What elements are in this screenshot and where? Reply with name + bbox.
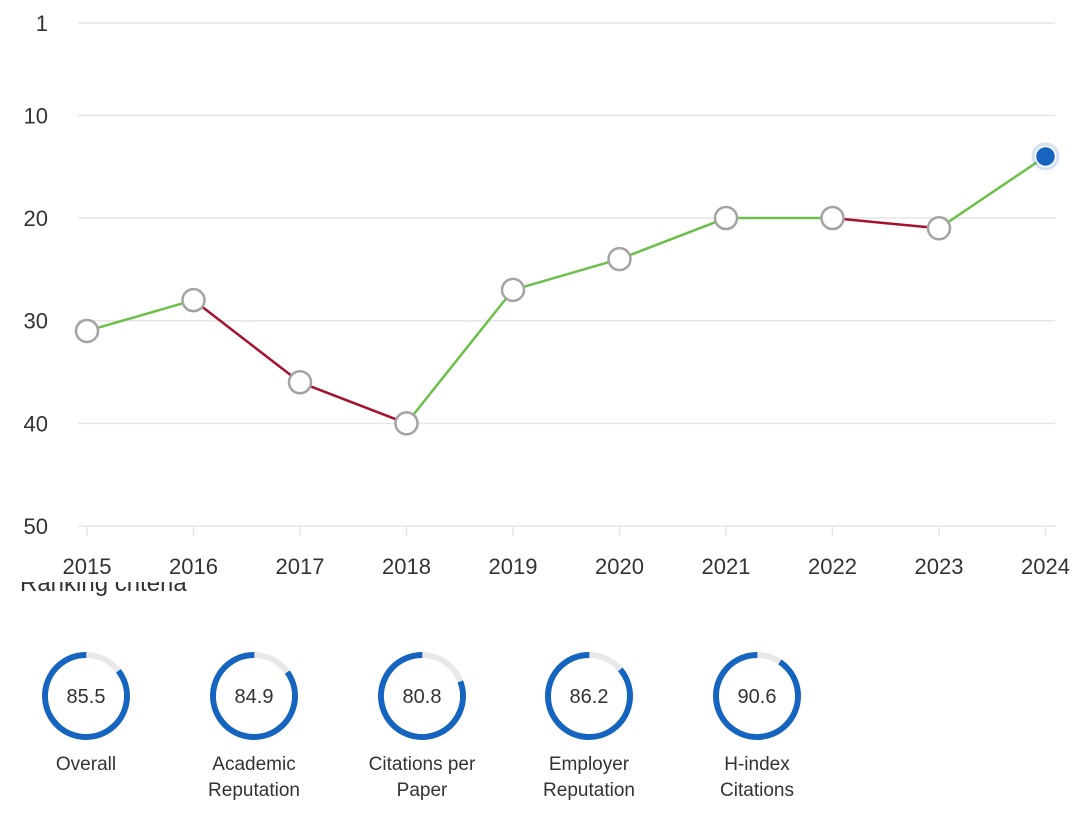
criterion-label-line: Paper — [396, 780, 448, 801]
criterion-label-line: Citations per — [368, 754, 476, 775]
criterion-score: 80.8 — [403, 686, 442, 708]
criterion-label-line: Academic — [212, 754, 296, 775]
criterion-academic-reputation: 84.9 Academic Reputation — [169, 650, 339, 804]
ranking-criteria-heading: Ranking criteria — [20, 570, 187, 597]
x-tick-label: 2024 — [1021, 554, 1070, 579]
rank-segment-improve — [85, 298, 195, 333]
y-tick-label: 10 — [24, 103, 48, 128]
criterion-label-line: H-index — [724, 754, 790, 775]
rank-point-active[interactable] — [1034, 145, 1057, 168]
rank-series-line — [85, 155, 1047, 425]
rank-segment-decline — [192, 298, 302, 384]
x-tick-label: 2023 — [915, 554, 964, 579]
ranking-criteria-list: 85.5 Overall 84.9 Academic Reputation 80… — [0, 650, 1080, 815]
rank-point[interactable] — [181, 287, 206, 313]
criterion-citations-per-paper: 80.8 Citations per Paper — [337, 650, 507, 804]
rank-point[interactable] — [74, 318, 100, 344]
rank-point[interactable] — [500, 277, 526, 303]
criterion-overall: 85.5 Overall — [1, 650, 171, 778]
score-ring-icon: 80.8 — [378, 652, 466, 740]
rank-point[interactable] — [394, 411, 419, 436]
rank-point[interactable] — [926, 216, 952, 241]
score-ring-icon: 90.6 — [713, 652, 801, 740]
x-tick-label: 2017 — [276, 554, 325, 579]
y-tick-label: 20 — [24, 206, 48, 231]
x-tick-label: 2016 — [169, 554, 218, 579]
criterion-score: 90.6 — [738, 686, 777, 708]
rank-segment-improve — [511, 257, 621, 292]
criterion-label: Overall — [1, 752, 171, 778]
rank-segment-improve — [937, 155, 1047, 230]
criterion-score: 86.2 — [570, 686, 609, 708]
x-axis: 2015 2016 2017 2018 2019 2020 2021 2022 2023 2024 — [63, 526, 1070, 579]
criterion-employer-reputation: 86.2 Employer Reputation — [504, 650, 674, 804]
criterion-score: 85.5 — [67, 686, 106, 708]
rank-segment-decline — [298, 381, 408, 425]
x-tick-label: 2018 — [382, 554, 431, 579]
criterion-label-line: Overall — [55, 754, 117, 775]
rank-segment-improve — [405, 288, 515, 425]
x-tick-label: 2015 — [63, 554, 112, 579]
y-tick-label: 50 — [24, 514, 48, 539]
x-tick-label: 2022 — [808, 554, 857, 579]
score-ring-icon: 85.5 — [42, 652, 130, 740]
y-axis-ticks: 1 10 20 30 40 50 — [24, 11, 48, 539]
criterion-label-line: Employer — [548, 754, 630, 775]
criterion-label: Citations per Paper — [337, 752, 507, 804]
rank-point[interactable] — [607, 246, 632, 272]
ranking-line-chart: 1 10 20 30 40 50 2015 2016 2017 2018 2019 2020 2021… — [24, 11, 1070, 579]
rank-point[interactable] — [287, 370, 313, 395]
x-tick-label: 2021 — [702, 554, 751, 579]
criterion-label-line: Citations — [720, 780, 794, 801]
y-tick-label: 30 — [24, 309, 48, 334]
criterion-label-line: Reputation — [543, 780, 635, 801]
criterion-h-index-citations: 90.6 H-index Citations — [672, 650, 842, 804]
chart-gridlines — [78, 22, 1055, 527]
y-tick-label: 40 — [24, 411, 48, 436]
criterion-label: H-index Citations — [672, 752, 842, 804]
rank-point[interactable] — [820, 205, 845, 231]
criterion-score: 84.9 — [235, 686, 274, 708]
y-tick-label: 1 — [36, 11, 48, 36]
criterion-label-line: Reputation — [208, 780, 300, 801]
rank-series-points — [74, 142, 1060, 436]
rank-point[interactable] — [713, 205, 739, 231]
score-ring-icon: 86.2 — [545, 652, 633, 740]
x-tick-label: 2019 — [489, 554, 538, 579]
rank-segment-improve — [618, 216, 728, 261]
rank-segment-decline — [831, 216, 941, 230]
x-tick-label: 2020 — [595, 554, 644, 579]
criterion-label: Employer Reputation — [504, 752, 674, 804]
criterion-label: Academic Reputation — [169, 752, 339, 804]
score-ring-icon: 84.9 — [210, 652, 298, 740]
